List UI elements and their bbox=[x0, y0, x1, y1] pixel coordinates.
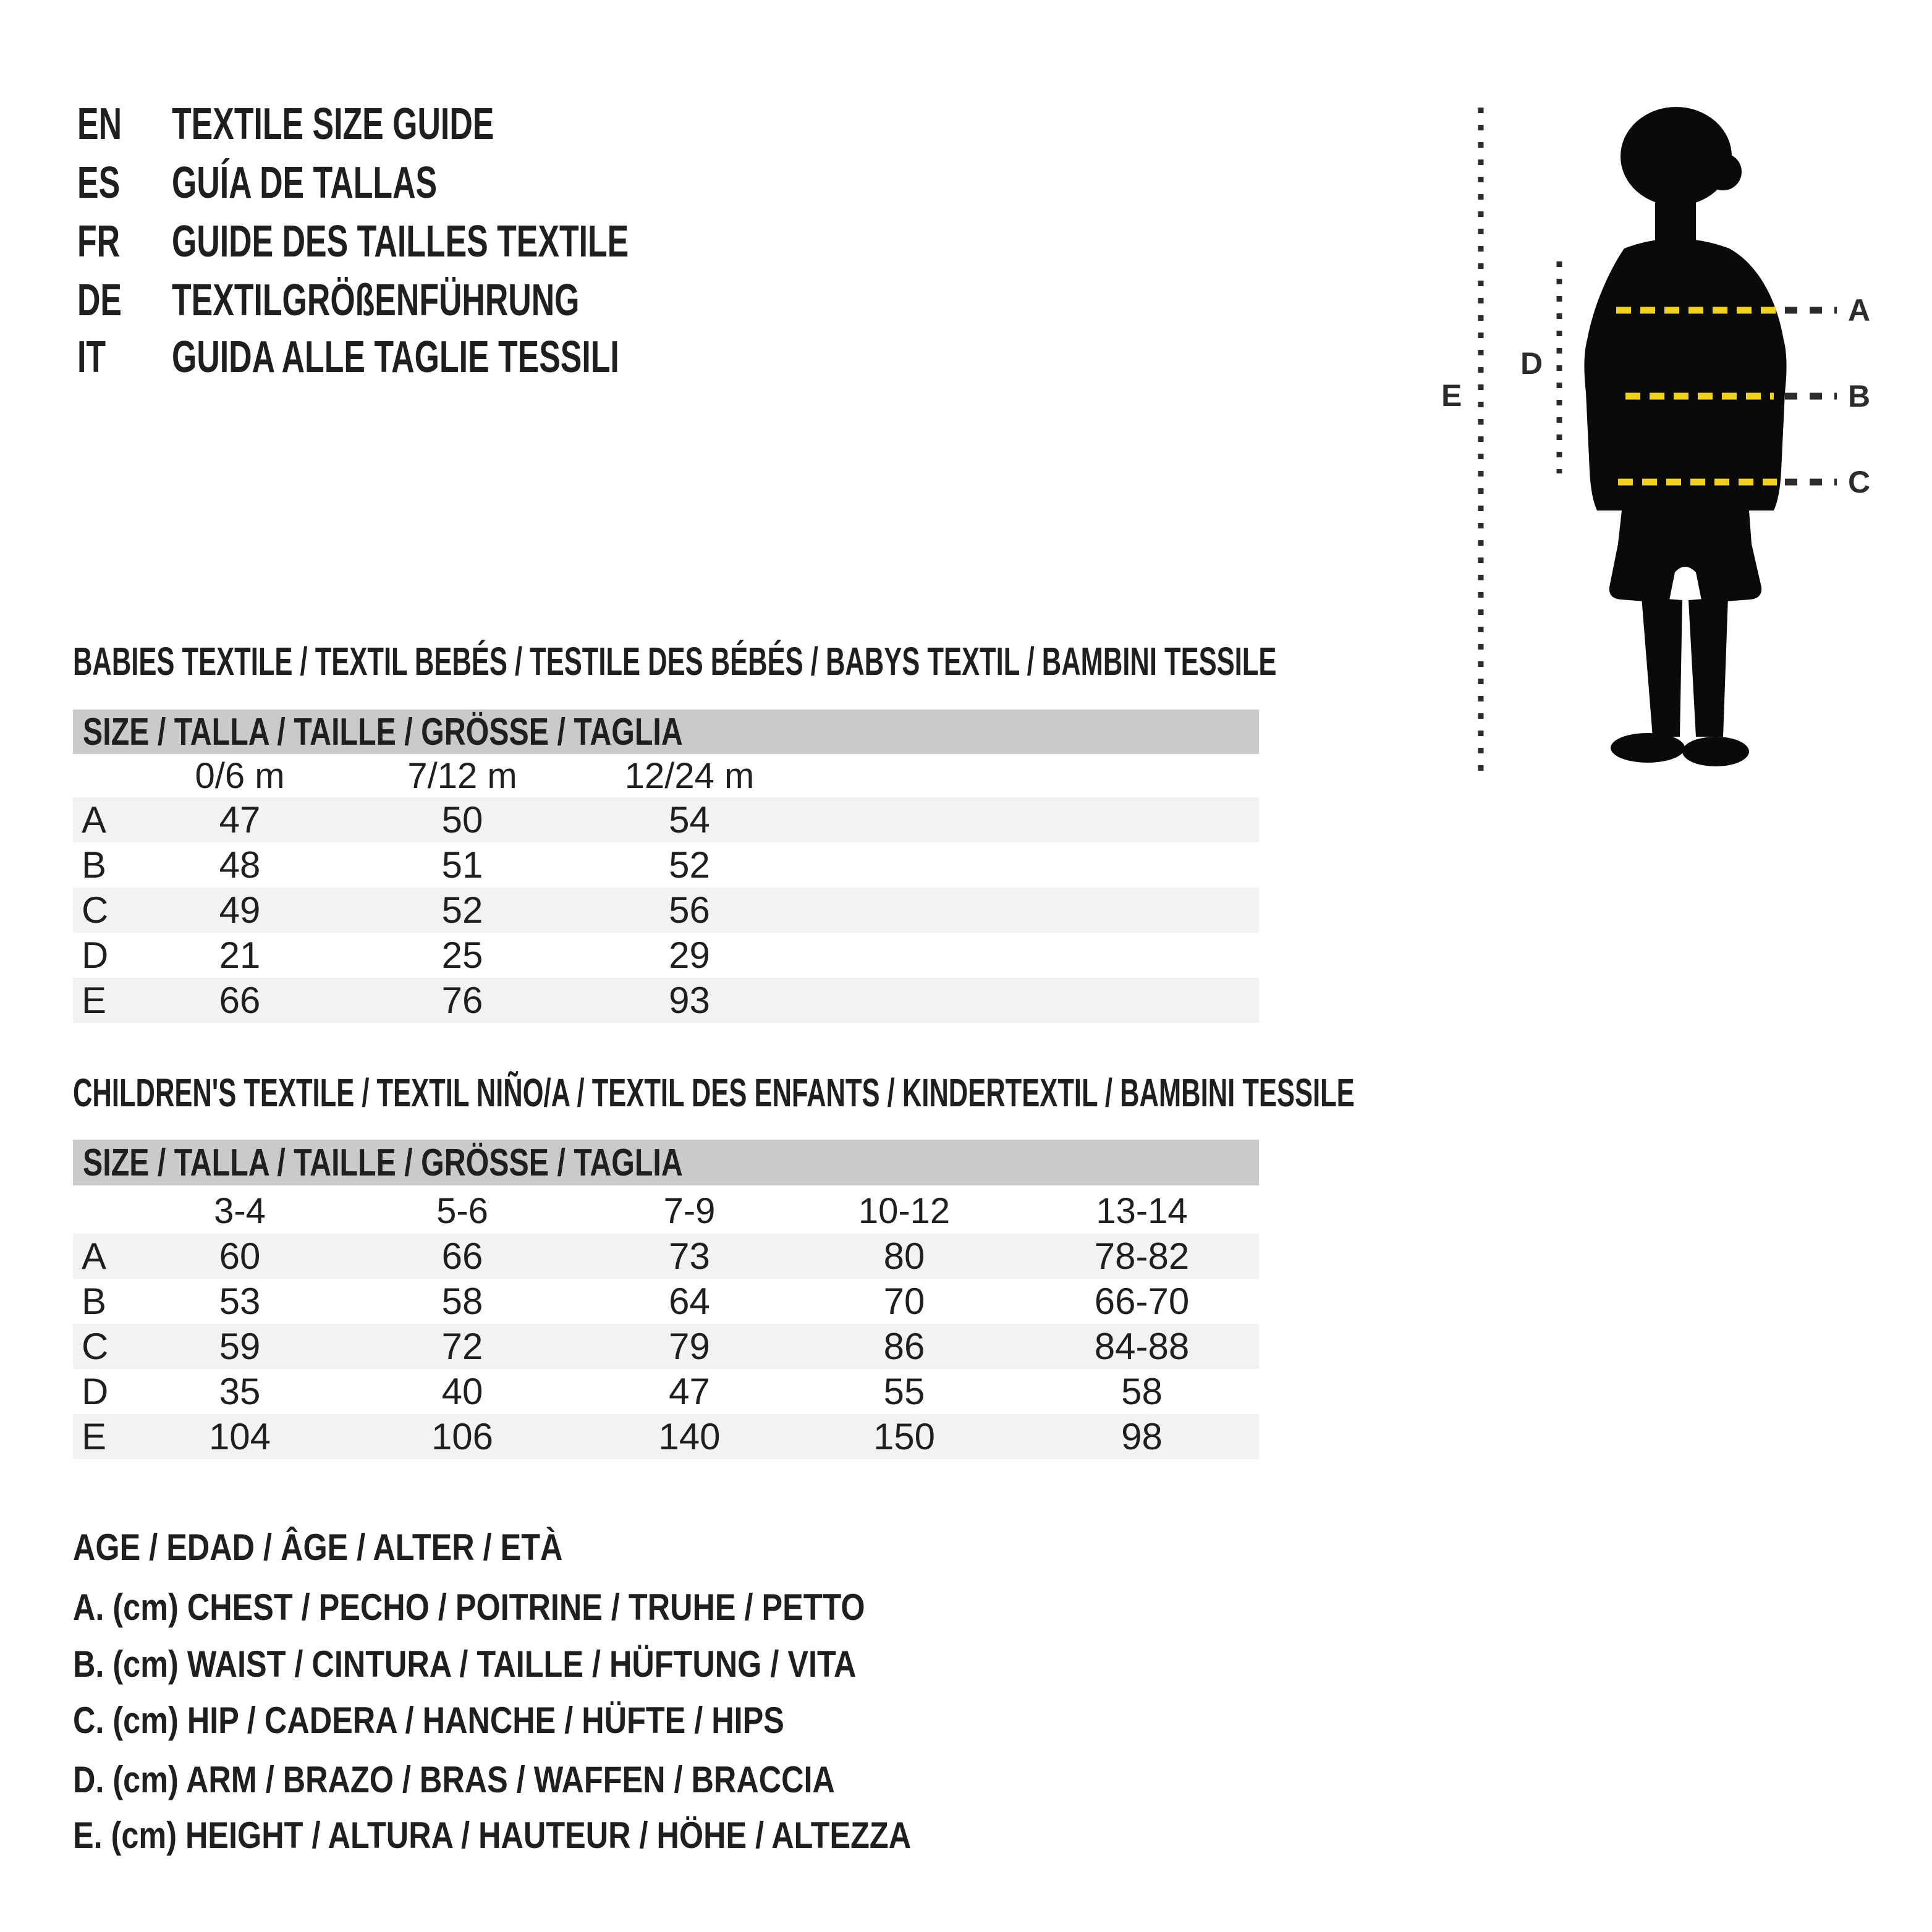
babies-row-a: A 47 50 54 bbox=[73, 797, 1259, 842]
children-row-c: C 59 72 79 86 84-88 bbox=[73, 1324, 1259, 1369]
lang-code-en: EN bbox=[77, 100, 122, 149]
legend-waist: B. (cm) WAIST / CINTURA / TAILLE / HÜFTU… bbox=[73, 1643, 857, 1685]
babies-row-d: D 21 25 29 bbox=[73, 933, 1259, 978]
row-label: C bbox=[82, 1326, 109, 1367]
label-arm-d: D bbox=[1520, 346, 1543, 381]
lang-code-de: DE bbox=[77, 276, 122, 325]
legend-chest: A. (cm) CHEST / PECHO / POITRINE / TRUHE… bbox=[73, 1587, 865, 1628]
label-chest-a: A bbox=[1848, 293, 1870, 328]
row-label: B bbox=[82, 1281, 107, 1322]
label-waist-b: B bbox=[1848, 379, 1870, 413]
babies-col-2: 12/24 m bbox=[624, 755, 755, 796]
babies-row-c: C 49 52 56 bbox=[73, 888, 1259, 933]
children-row-a: A 60 66 73 80 78-82 bbox=[73, 1234, 1259, 1279]
row-label: C bbox=[82, 889, 109, 931]
children-row-b: B 53 58 64 70 66-70 bbox=[73, 1279, 1259, 1324]
children-section-title: CHILDREN'S TEXTILE / TEXTIL NIÑO/A / TEX… bbox=[73, 1070, 1355, 1115]
row-label: B bbox=[82, 844, 107, 886]
lang-row-fr: FR GUIDE DES TAILLES TEXTILE bbox=[77, 219, 807, 264]
row-label: D bbox=[82, 1371, 109, 1412]
children-col-3: 10-12 bbox=[858, 1190, 951, 1231]
children-size-header-bar: SIZE / TALLA / TAILLE / GRÖSSE / TAGLIA bbox=[73, 1140, 1259, 1185]
row-label: A bbox=[82, 1235, 107, 1277]
child-measurement-diagram: A B C D E bbox=[1441, 107, 1870, 773]
lang-title-en: TEXTILE SIZE GUIDE bbox=[172, 100, 494, 149]
label-height-e: E bbox=[1441, 378, 1462, 413]
lang-title-fr: GUIDE DES TAILLES TEXTILE bbox=[172, 217, 629, 266]
babies-col-0: 0/6 m bbox=[195, 755, 285, 796]
children-col-0: 3-4 bbox=[214, 1190, 266, 1231]
children-row-e: E 104 106 140 150 98 bbox=[73, 1414, 1259, 1459]
legend-arm: D. (cm) ARM / BRAZO / BRAS / WAFFEN / BR… bbox=[73, 1759, 835, 1800]
lang-title-de: TEXTILGRÖßENFÜHRUNG bbox=[172, 276, 580, 325]
child-silhouette-icon bbox=[1584, 107, 1787, 766]
legend-height: E. (cm) HEIGHT / ALTURA / HAUTEUR / HÖHE… bbox=[73, 1815, 912, 1856]
babies-section-title: BABIES TEXTILE / TEXTIL BEBÉS / TESTILE … bbox=[73, 639, 1277, 684]
babies-column-header-row: 0/6 m 7/12 m 12/24 m bbox=[73, 754, 1259, 797]
lang-row-en: EN TEXTILE SIZE GUIDE bbox=[77, 102, 619, 146]
lang-row-it: IT GUIDA ALLE TAGLIE TESSILI bbox=[77, 335, 793, 379]
babies-size-header-bar: SIZE / TALLA / TAILLE / GRÖSSE / TAGLIA bbox=[73, 710, 1259, 754]
children-col-2: 7-9 bbox=[663, 1190, 716, 1231]
row-label: E bbox=[82, 1416, 107, 1457]
lang-title-it: GUIDA ALLE TAGLIE TESSILI bbox=[172, 333, 619, 382]
children-col-4: 13-14 bbox=[1096, 1190, 1188, 1231]
label-hip-c: C bbox=[1848, 465, 1870, 499]
lang-row-de: DE TEXTILGRÖßENFÜHRUNG bbox=[77, 278, 738, 323]
lang-code-it: IT bbox=[77, 333, 106, 382]
legend-age: AGE / EDAD / ÂGE / ALTER / ETÀ bbox=[73, 1527, 563, 1568]
lang-title-es: GUÍA DE TALLAS bbox=[172, 158, 438, 208]
lang-code-fr: FR bbox=[77, 217, 121, 266]
row-label: A bbox=[82, 799, 107, 841]
row-label: E bbox=[82, 980, 107, 1021]
babies-row-e: E 66 76 93 bbox=[73, 978, 1259, 1023]
babies-col-1: 7/12 m bbox=[407, 755, 517, 796]
lang-row-es: ES GUÍA DE TALLAS bbox=[77, 161, 540, 205]
children-column-header-row: 3-4 5-6 7-9 10-12 13-14 bbox=[73, 1188, 1259, 1234]
legend-hip: C. (cm) HIP / CADERA / HANCHE / HÜFTE / … bbox=[73, 1700, 784, 1741]
row-label: D bbox=[82, 934, 109, 976]
babies-row-b: B 48 51 52 bbox=[73, 842, 1259, 888]
lang-code-es: ES bbox=[77, 158, 121, 208]
children-col-1: 5-6 bbox=[436, 1190, 488, 1231]
children-row-d: D 35 40 47 55 58 bbox=[73, 1369, 1259, 1414]
